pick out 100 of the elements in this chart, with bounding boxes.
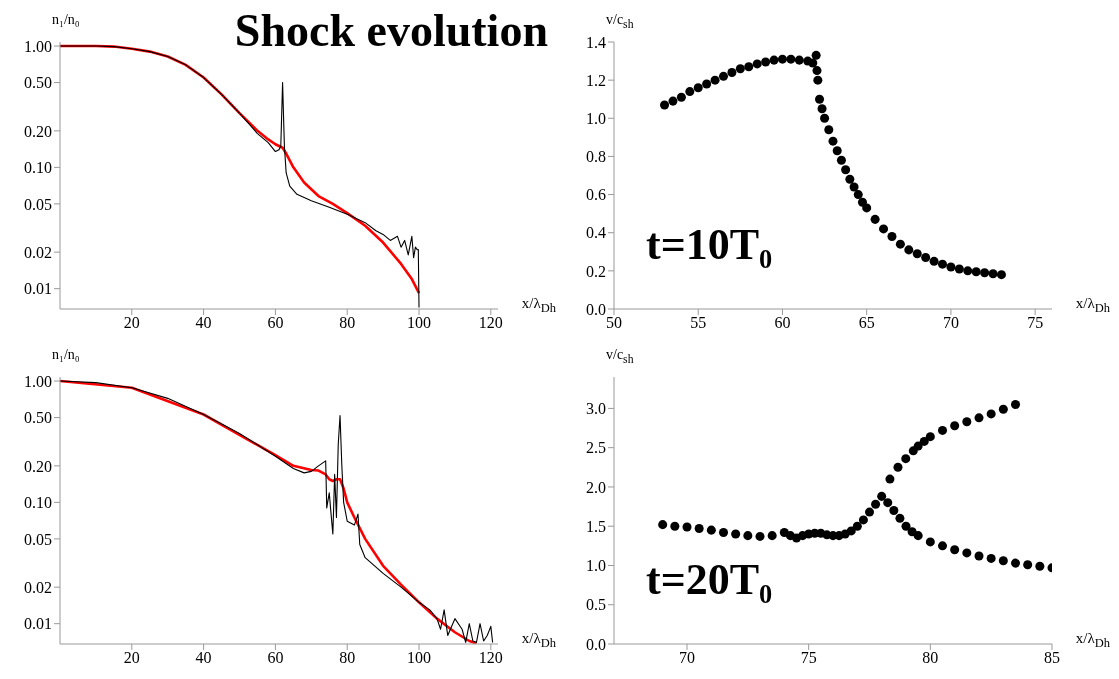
y-tick-label: 0.6	[586, 186, 606, 204]
x-tick-label: 40	[195, 649, 212, 667]
point	[885, 474, 895, 484]
point	[777, 54, 787, 64]
x-tick-label: 65	[858, 314, 875, 332]
y-tick-label: 0.4	[586, 224, 606, 242]
point	[706, 525, 716, 535]
point	[849, 182, 859, 192]
point	[974, 551, 984, 561]
y-tick-label: 2.5	[586, 439, 606, 457]
point	[962, 417, 972, 427]
y-tick-label: 0.01	[24, 280, 52, 298]
y-tick-label: 1.0	[586, 557, 606, 575]
y-tick-label: 0.0	[586, 300, 606, 318]
point	[731, 529, 741, 539]
y-tick-label: 0.02	[24, 578, 52, 596]
point	[925, 537, 935, 547]
y-tick-label: 0.0	[586, 635, 606, 653]
y-tick-label: 0.05	[24, 195, 52, 213]
point	[755, 531, 765, 541]
point	[685, 87, 695, 97]
x-tick-label: 80	[922, 649, 939, 667]
point	[682, 522, 692, 532]
point	[824, 125, 834, 135]
point	[1035, 561, 1045, 571]
point	[864, 507, 875, 517]
point	[702, 79, 712, 89]
x-tick-label: 75	[1027, 314, 1044, 332]
y-tick-label: 1.00	[24, 37, 52, 55]
x-tick-label: 60	[774, 314, 791, 332]
point	[841, 165, 851, 175]
point	[815, 94, 825, 104]
x-tick-label: 50	[606, 314, 622, 332]
point	[998, 404, 1008, 414]
y-tick-label: 1.00	[24, 372, 52, 390]
point	[727, 68, 737, 78]
chart-title: Shock evolution	[234, 4, 548, 57]
annotation: t=10T₀	[646, 219, 773, 270]
x-axis-title: x/λ$_{Dh}$	[521, 630, 556, 651]
point	[718, 71, 729, 81]
point	[845, 174, 855, 184]
y-axis-title: n₁/n₀	[52, 347, 80, 363]
point	[817, 104, 827, 114]
point	[660, 100, 670, 110]
point	[813, 75, 823, 85]
y-tick-label: 0.50	[24, 409, 52, 427]
point	[962, 548, 972, 558]
point	[794, 55, 804, 65]
y-tick-label: 0.5	[586, 596, 606, 614]
point	[786, 54, 796, 64]
point	[877, 491, 887, 501]
point	[743, 531, 753, 541]
point	[887, 232, 897, 242]
point	[862, 203, 872, 213]
point	[937, 425, 948, 435]
x-tick-label: 120	[478, 314, 503, 332]
x-axis-title: x/λ$_{Dh}$	[521, 295, 556, 316]
y-tick-label: 0.05	[24, 530, 52, 548]
y-tick-label: 2.0	[586, 478, 606, 496]
x-tick-label: 75	[800, 649, 817, 667]
point	[971, 267, 981, 277]
x-tick-label: 20	[123, 649, 140, 667]
x-tick-label: 55	[690, 314, 707, 332]
point	[735, 64, 745, 74]
point	[676, 92, 686, 102]
x-tick-label: 60	[267, 649, 284, 667]
y-tick-label: 1.2	[586, 71, 606, 89]
point	[852, 521, 862, 531]
y-axis-title: n₁/n₀	[52, 12, 80, 28]
y-tick-label: 0.10	[24, 159, 52, 177]
point	[974, 413, 984, 423]
point	[950, 421, 960, 431]
x-tick-label: 80	[339, 314, 356, 332]
point	[954, 264, 964, 274]
point	[769, 55, 779, 65]
point	[693, 83, 703, 93]
point	[919, 436, 929, 446]
point	[832, 146, 842, 156]
x-axis-title: x/λ$_{Dh}$	[1075, 630, 1110, 651]
point	[710, 75, 720, 85]
y-tick-label: 1.4	[586, 33, 606, 51]
point	[670, 521, 680, 531]
point	[853, 190, 863, 200]
y-axis-title: v/c$_{sh}$	[606, 12, 634, 31]
point	[836, 155, 846, 165]
point	[986, 553, 996, 563]
point	[901, 521, 911, 531]
x-tick-label: 100	[407, 649, 432, 667]
x-tick-label: 120	[478, 649, 503, 667]
y-tick-label: 0.2	[586, 262, 606, 280]
point	[904, 245, 914, 255]
point	[752, 59, 762, 69]
x-tick-label: 100	[407, 314, 432, 332]
point	[718, 527, 729, 537]
point	[744, 62, 754, 72]
y-tick-label: 0.8	[586, 148, 606, 166]
y-tick-label: 0.01	[24, 615, 52, 633]
point	[889, 505, 899, 516]
y-tick-label: 1.0	[586, 109, 606, 127]
point	[870, 214, 880, 224]
